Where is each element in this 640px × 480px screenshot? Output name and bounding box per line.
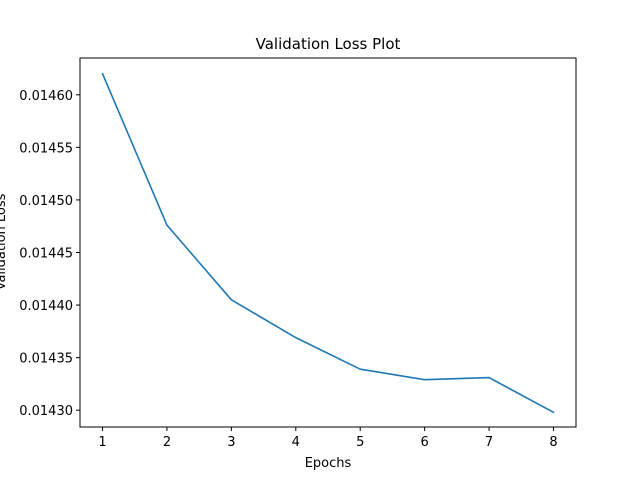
x-tick-label: 7 <box>485 435 493 450</box>
plot-area-frame <box>79 57 577 428</box>
y-tick-label: 0.01435 <box>19 352 73 367</box>
series-layer <box>101 72 555 414</box>
chart-title: Validation Loss Plot <box>256 35 401 53</box>
y-axis-ticks: 0.01430 0.01435 0.01440 0.01445 0.01450 0.014… <box>19 89 80 419</box>
x-tick-label: 4 <box>292 435 300 450</box>
x-axis-ticks: 1 2 3 4 5 6 7 8 <box>98 427 558 450</box>
y-tick-label: 0.01440 <box>19 299 73 314</box>
y-tick-label: 0.01445 <box>19 246 73 261</box>
x-tick-label: 6 <box>420 435 428 450</box>
y-tick-label: 0.01460 <box>19 89 73 104</box>
x-tick-label: 3 <box>227 435 235 450</box>
y-tick-label: 0.01430 <box>19 404 73 419</box>
x-tick-label: 8 <box>549 435 557 450</box>
y-tick-label: 0.01455 <box>19 141 73 156</box>
y-axis-title: Validation Loss <box>0 193 9 290</box>
series-line <box>101 72 555 414</box>
y-tick-label: 0.01450 <box>19 194 73 209</box>
x-tick-label: 1 <box>98 435 106 450</box>
x-tick-label: 2 <box>163 435 171 450</box>
x-tick-label: 5 <box>356 435 364 450</box>
x-axis-title: Epochs <box>305 456 352 471</box>
